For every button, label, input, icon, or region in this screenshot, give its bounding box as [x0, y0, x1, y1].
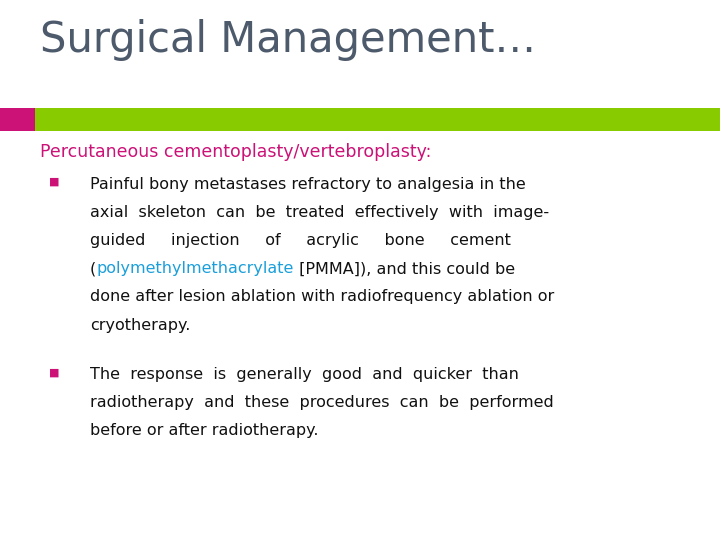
- Text: polymethylmethacrylate: polymethylmethacrylate: [96, 261, 294, 276]
- Text: radiotherapy  and  these  procedures  can  be  performed: radiotherapy and these procedures can be…: [90, 395, 554, 410]
- Text: [PMMA]), and this could be: [PMMA]), and this could be: [294, 261, 515, 276]
- Text: cryotherapy.: cryotherapy.: [90, 318, 190, 333]
- Text: guided     injection     of     acrylic     bone     cement: guided injection of acrylic bone cement: [90, 233, 511, 248]
- Text: ■: ■: [49, 367, 60, 377]
- Text: ■: ■: [49, 177, 60, 187]
- Text: Percutaneous cementoplasty/vertebroplasty:: Percutaneous cementoplasty/vertebroplast…: [40, 143, 431, 161]
- Bar: [35, 108, 720, 131]
- Text: Surgical Management…: Surgical Management…: [40, 19, 536, 61]
- Text: Painful bony metastases refractory to analgesia in the: Painful bony metastases refractory to an…: [90, 177, 526, 192]
- Text: axial  skeleton  can  be  treated  effectively  with  image-: axial skeleton can be treated effectivel…: [90, 205, 549, 220]
- Bar: [0, 108, 35, 131]
- Text: done after lesion ablation with radiofrequency ablation or: done after lesion ablation with radiofre…: [90, 289, 554, 305]
- Text: (: (: [90, 261, 96, 276]
- Text: The  response  is  generally  good  and  quicker  than: The response is generally good and quick…: [90, 367, 519, 382]
- Text: before or after radiotherapy.: before or after radiotherapy.: [90, 423, 318, 438]
